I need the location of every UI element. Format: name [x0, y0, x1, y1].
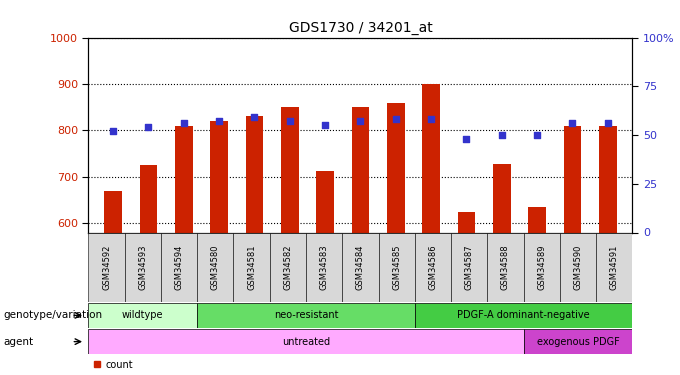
Bar: [528, 207, 546, 232]
Point: [567, 120, 578, 126]
Bar: [415, 232, 451, 302]
Bar: [387, 102, 405, 232]
Bar: [197, 232, 233, 302]
Bar: [139, 165, 157, 232]
Title: GDS1730 / 34201_at: GDS1730 / 34201_at: [288, 21, 432, 35]
Bar: [352, 107, 369, 232]
Bar: [488, 232, 524, 302]
Bar: [524, 329, 632, 354]
Point: [178, 120, 189, 126]
Legend: count, percentile rank within the sample: count, percentile rank within the sample: [93, 360, 271, 375]
Bar: [524, 232, 560, 302]
Text: GSM34584: GSM34584: [356, 244, 365, 290]
Text: exogenous PDGF: exogenous PDGF: [537, 337, 619, 346]
Point: [320, 122, 330, 128]
Text: agent: agent: [3, 337, 33, 346]
Point: [496, 132, 507, 138]
Text: PDGF-A dominant-negative: PDGF-A dominant-negative: [457, 310, 590, 320]
Bar: [281, 107, 299, 232]
Bar: [564, 126, 581, 232]
Bar: [175, 126, 192, 232]
Text: GSM34583: GSM34583: [320, 244, 328, 290]
Bar: [451, 232, 488, 302]
Point: [355, 118, 366, 124]
Bar: [342, 232, 379, 302]
Bar: [493, 164, 511, 232]
Text: GSM34589: GSM34589: [537, 244, 546, 290]
Text: neo-resistant: neo-resistant: [274, 310, 338, 320]
Text: GSM34588: GSM34588: [501, 244, 510, 290]
Text: GSM34582: GSM34582: [284, 244, 292, 290]
Point: [143, 124, 154, 130]
Point: [214, 118, 224, 124]
Point: [107, 128, 118, 134]
Text: GSM34587: GSM34587: [464, 244, 474, 290]
Bar: [379, 232, 415, 302]
Point: [426, 116, 437, 122]
Bar: [458, 211, 475, 232]
Text: GSM34580: GSM34580: [211, 244, 220, 290]
Point: [390, 116, 401, 122]
Text: GSM34585: GSM34585: [392, 244, 401, 290]
Bar: [415, 303, 632, 328]
Text: GSM34593: GSM34593: [138, 244, 148, 290]
Point: [602, 120, 613, 126]
Text: GSM34581: GSM34581: [247, 244, 256, 290]
Bar: [596, 232, 632, 302]
Text: GSM34592: GSM34592: [102, 244, 111, 290]
Bar: [104, 191, 122, 232]
Bar: [88, 329, 524, 354]
Bar: [599, 126, 617, 232]
Bar: [210, 121, 228, 232]
Bar: [245, 116, 263, 232]
Bar: [306, 232, 342, 302]
Point: [532, 132, 543, 138]
Bar: [88, 232, 124, 302]
Bar: [270, 232, 306, 302]
Text: wildtype: wildtype: [122, 310, 164, 320]
Bar: [233, 232, 270, 302]
Bar: [88, 303, 197, 328]
Bar: [316, 171, 334, 232]
Point: [461, 136, 472, 142]
Point: [249, 114, 260, 120]
Text: GSM34591: GSM34591: [610, 244, 619, 290]
Text: genotype/variation: genotype/variation: [3, 310, 103, 320]
Bar: [161, 232, 197, 302]
Text: untreated: untreated: [282, 337, 330, 346]
Bar: [197, 303, 415, 328]
Bar: [560, 232, 596, 302]
Text: GSM34586: GSM34586: [428, 244, 437, 290]
Bar: [124, 232, 161, 302]
Point: [284, 118, 295, 124]
Bar: [422, 84, 440, 232]
Text: GSM34590: GSM34590: [573, 244, 583, 290]
Text: GSM34594: GSM34594: [175, 244, 184, 290]
